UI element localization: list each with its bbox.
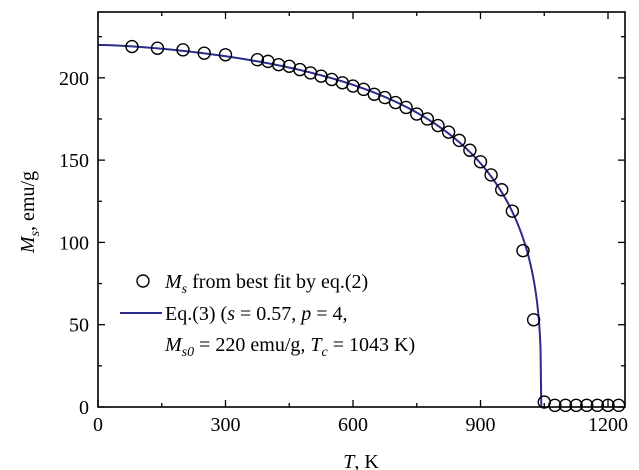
data-point	[410, 107, 424, 121]
x-tick-label: 1200	[588, 414, 628, 436]
data-point	[271, 57, 286, 72]
data-point	[548, 398, 562, 413]
data-point	[473, 155, 488, 169]
x-tick-label: 900	[466, 414, 496, 436]
data-point	[378, 90, 392, 105]
x-tick-label: 0	[93, 414, 103, 436]
data-point	[150, 41, 165, 55]
y-tick-label: 100	[59, 232, 89, 254]
data-point	[516, 243, 530, 258]
x-tick-label: 600	[338, 414, 368, 436]
data-point	[197, 46, 211, 60]
y-tick-label: 150	[59, 150, 89, 172]
fit-curve	[98, 43, 543, 408]
data-point	[441, 125, 456, 139]
y-tick-label: 0	[79, 397, 89, 419]
y-tick-label: 50	[69, 315, 89, 337]
legend: Ms from best fit by eq.(2) Eq.(3) (s = 0…	[120, 271, 415, 360]
data-point	[250, 53, 265, 67]
data-point	[590, 398, 605, 413]
legend-marker-points	[136, 274, 150, 288]
data-point	[558, 398, 573, 413]
legend-label-points: Ms from best fit by eq.(2)	[164, 271, 368, 297]
data-point	[526, 313, 541, 327]
legend-label-fit-line2: Ms0 = 220 emu/g, Tc = 1043 K)	[164, 334, 415, 360]
y-axis-title: Ms, emu/g	[17, 171, 43, 254]
data-point	[463, 143, 477, 157]
data-point	[495, 183, 509, 197]
data-point	[125, 39, 139, 54]
data-point	[399, 100, 413, 115]
y-tick-label: 200	[59, 68, 89, 90]
fit-curve-layer	[98, 43, 543, 408]
data-point	[431, 118, 445, 133]
data-point	[420, 112, 435, 126]
legend-label-fit-line1: Eq.(3) (s = 0.57, p = 4,	[165, 303, 348, 325]
data-point	[356, 82, 371, 97]
axis-ticks: 0 300 600 900 1200 0 50 100 150 200	[59, 12, 628, 436]
plot-frame	[97, 11, 626, 408]
data-point	[452, 133, 466, 148]
x-axis-title: T, K	[343, 451, 379, 470]
data-point	[580, 398, 594, 413]
data-point	[569, 398, 583, 413]
data-point	[218, 48, 233, 62]
data-points-layer	[125, 39, 626, 413]
x-tick-label: 300	[211, 414, 241, 436]
data-point	[388, 95, 403, 110]
data-point	[176, 43, 190, 57]
data-point	[484, 168, 498, 182]
data-point	[601, 398, 615, 413]
data-point	[505, 204, 520, 218]
